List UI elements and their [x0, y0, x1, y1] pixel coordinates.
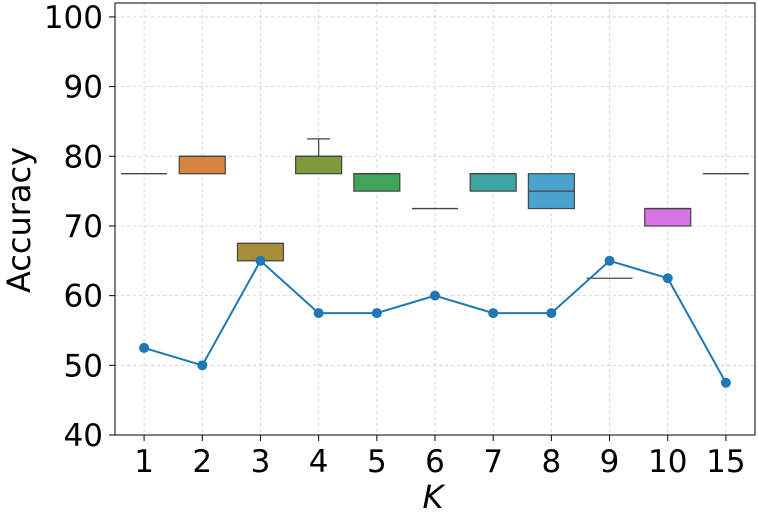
- data-point: [430, 290, 440, 301]
- x-tick-label: 2: [192, 444, 212, 480]
- x-ticks: 1 2 3 4 5 6 7 8 9 10 15: [134, 435, 746, 480]
- x-tick-label: 9: [600, 444, 620, 480]
- x-tick-label: 7: [483, 444, 503, 480]
- data-point: [604, 255, 615, 266]
- box-body: [644, 207, 692, 227]
- x-tick-label: 15: [706, 444, 745, 480]
- box-10: [644, 207, 692, 227]
- data-point: [371, 308, 382, 319]
- x-axis-label: K: [423, 478, 447, 516]
- y-tick-label: 60: [64, 279, 103, 315]
- box-5: [353, 173, 401, 192]
- x-tick-label: 4: [309, 444, 329, 480]
- line-series: [139, 255, 731, 388]
- box-body: [353, 173, 401, 192]
- data-point: [255, 255, 266, 266]
- y-axis-label: Accuracy: [0, 147, 38, 293]
- data-point: [720, 377, 731, 388]
- x-tick-label: 5: [367, 444, 387, 480]
- y-tick-label: 80: [64, 139, 103, 175]
- data-point: [139, 342, 150, 353]
- box-4: [295, 138, 343, 175]
- data-point: [546, 308, 557, 319]
- box-2: [178, 155, 226, 175]
- box-7: [469, 173, 517, 192]
- y-tick-label: 100: [44, 0, 103, 36]
- y-tick-label: 90: [64, 70, 103, 106]
- x-tick-label: 6: [425, 444, 445, 480]
- x-tick-label: 10: [648, 444, 687, 480]
- data-point: [662, 273, 673, 284]
- y-tick-label: 50: [64, 348, 103, 384]
- box-body: [469, 173, 517, 192]
- data-point: [488, 308, 499, 319]
- box-body: [178, 155, 226, 175]
- y-tick-label: 40: [64, 418, 103, 454]
- box-series: [121, 138, 749, 279]
- x-tick-label: 8: [541, 444, 561, 480]
- y-ticks: 40 50 60 70 80 90 100: [44, 0, 115, 454]
- data-point: [197, 360, 208, 371]
- data-point: [313, 308, 324, 319]
- box-body: [295, 155, 343, 175]
- box-8: [527, 173, 575, 210]
- x-tick-label: 3: [251, 444, 271, 480]
- x-tick-label: 1: [134, 444, 154, 480]
- y-tick-label: 70: [64, 209, 103, 245]
